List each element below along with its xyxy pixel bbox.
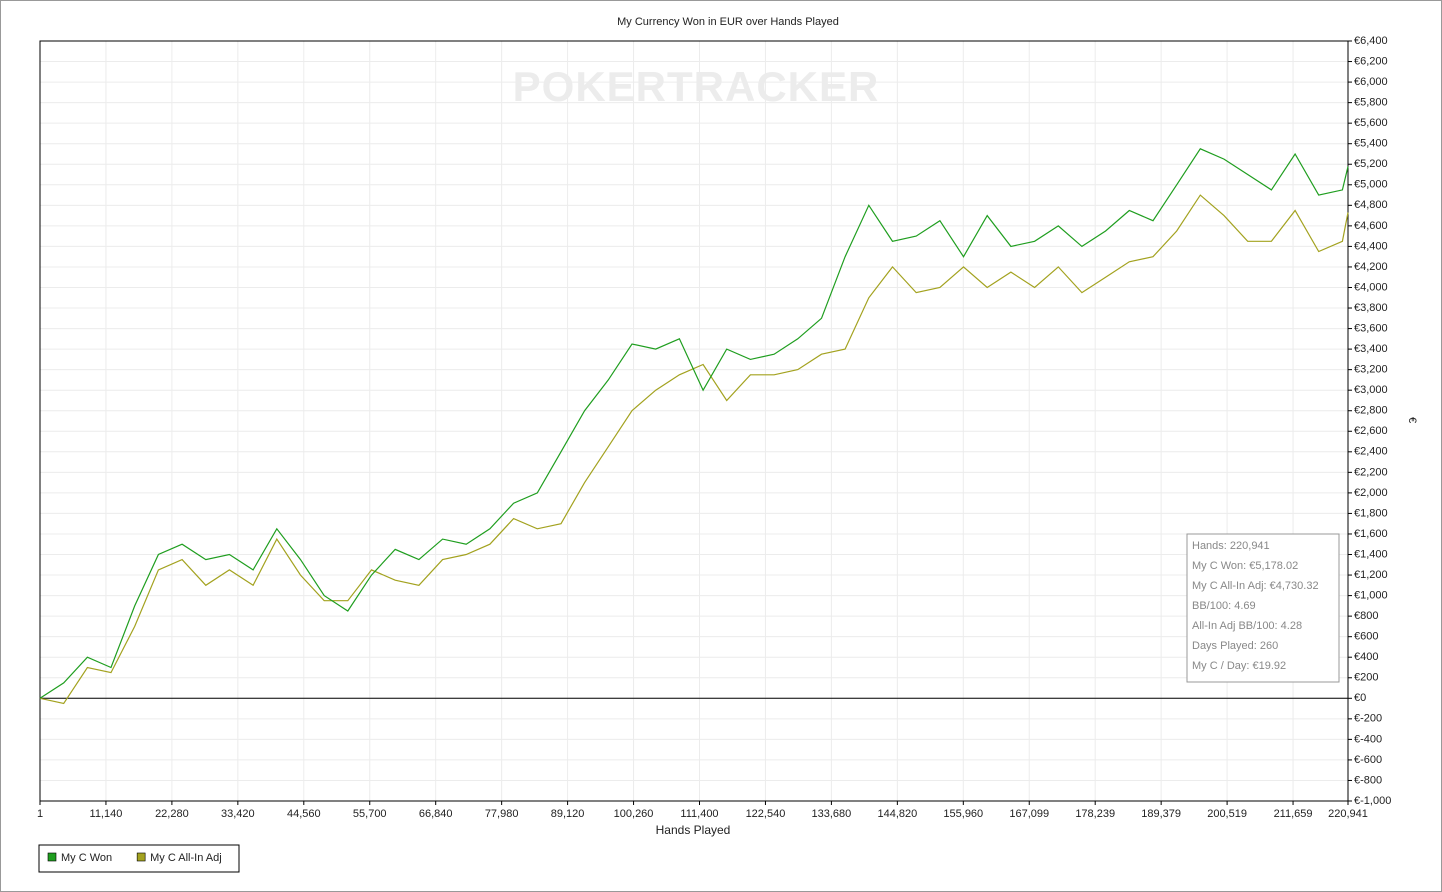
x-tick-label: 155,960 <box>943 808 983 820</box>
stats-box-frame <box>1186 533 1340 683</box>
x-tick-label: 33,420 <box>221 808 255 820</box>
y-tick-label: €4,000 <box>1354 281 1388 293</box>
legend-frame <box>38 844 240 873</box>
y-tick-label: €6,200 <box>1354 55 1388 67</box>
legend-label: My C All-In Adj <box>150 852 222 864</box>
y-tick-label: €6,000 <box>1354 76 1388 88</box>
y-tick-label: €5,200 <box>1354 158 1388 170</box>
y-tick-label: €1,800 <box>1354 507 1388 519</box>
x-tick-label: 55,700 <box>353 808 387 820</box>
y-tick-label: €4,800 <box>1354 199 1388 211</box>
y-tick-label: €2,600 <box>1354 425 1388 437</box>
x-tick-label: 1 <box>37 808 43 820</box>
y-tick-label: €5,000 <box>1354 179 1388 191</box>
x-tick-label: 44,560 <box>287 808 321 820</box>
y-tick-label: €3,800 <box>1354 302 1388 314</box>
x-tick-label: 22,280 <box>155 808 189 820</box>
x-tick-label: 178,239 <box>1075 808 1115 820</box>
legend-label: My C Won <box>61 852 112 864</box>
x-tick-label: 89,120 <box>551 808 585 820</box>
y-tick-label: €600 <box>1354 631 1378 643</box>
x-tick-label: 66,840 <box>419 808 453 820</box>
y-tick-label: €2,200 <box>1354 466 1388 478</box>
x-tick-label: 11,140 <box>90 808 123 820</box>
x-tick-label: 211,659 <box>1274 808 1313 820</box>
y-tick-label: €400 <box>1354 651 1378 663</box>
y-tick-label: €5,400 <box>1354 138 1388 150</box>
y-axis-label: € <box>1406 417 1418 423</box>
legend-swatch <box>136 852 146 862</box>
y-tick-label: €-400 <box>1354 733 1382 745</box>
y-tick-label: €-800 <box>1354 774 1382 786</box>
y-tick-label: €2,000 <box>1354 487 1388 499</box>
x-tick-label: 200,519 <box>1207 808 1247 820</box>
y-tick-label: €4,600 <box>1354 220 1388 232</box>
stats-line: BB/100: 4.69 <box>1192 600 1256 612</box>
y-tick-label: €3,400 <box>1354 343 1388 355</box>
y-tick-label: €1,600 <box>1354 528 1388 540</box>
y-tick-label: €1,400 <box>1354 548 1388 560</box>
y-tick-label: €3,200 <box>1354 364 1388 376</box>
y-tick-label: €-200 <box>1354 713 1382 725</box>
stats-line: All-In Adj BB/100: 4.28 <box>1192 620 1302 632</box>
y-tick-label: €4,200 <box>1354 261 1388 273</box>
stats-line: Days Played: 260 <box>1192 640 1278 652</box>
series-line <box>39 148 1349 699</box>
y-tick-label: €2,400 <box>1354 446 1388 458</box>
x-axis-label: Hands Played <box>656 823 731 837</box>
legend-swatch <box>47 852 57 862</box>
x-tick-label: 122,540 <box>746 808 786 820</box>
y-tick-label: €-1,000 <box>1354 795 1391 807</box>
x-tick-label: 167,099 <box>1009 808 1049 820</box>
stats-box: Hands: 220,941 My C Won: €5,178.02 My C Al… <box>1186 533 1340 683</box>
y-tick-label: €2,800 <box>1354 405 1388 417</box>
stats-line: My C Won: €5,178.02 <box>1192 560 1298 572</box>
chart-title: My Currency Won in EUR over Hands Played <box>617 16 839 28</box>
legend: My C Won My C All-In Adj <box>38 844 240 873</box>
stats-line: My C All-In Adj: €4,730.32 <box>1192 580 1319 592</box>
y-tick-label: €800 <box>1354 610 1378 622</box>
y-tick-label: €5,600 <box>1354 117 1388 129</box>
x-tick-label: 111,400 <box>680 808 718 820</box>
x-tick-label: 100,260 <box>614 808 654 820</box>
y-tick-label: €3,600 <box>1354 322 1388 334</box>
plot-border <box>39 40 1349 802</box>
y-tick-label: €1,000 <box>1354 590 1388 602</box>
y-tick-label: €-600 <box>1354 754 1382 766</box>
x-tick-label: 189,379 <box>1141 808 1181 820</box>
x-tick-label: 220,941 <box>1328 808 1368 820</box>
y-tick-label: €1,200 <box>1354 569 1388 581</box>
x-tick-label: 133,680 <box>812 808 852 820</box>
y-tick-label: €5,800 <box>1354 97 1388 109</box>
series-line <box>39 194 1349 705</box>
y-tick-label: €6,400 <box>1354 35 1388 47</box>
x-tick-label: 77,980 <box>485 808 519 820</box>
y-tick-label: €3,000 <box>1354 384 1388 396</box>
y-tick-label: €0 <box>1354 692 1366 704</box>
y-tick-label: €4,400 <box>1354 240 1388 252</box>
stats-line: Hands: 220,941 <box>1192 540 1270 552</box>
stats-line: My C / Day: €19.92 <box>1192 660 1286 672</box>
y-tick-label: €200 <box>1354 672 1378 684</box>
x-tick-label: 144,820 <box>877 808 917 820</box>
